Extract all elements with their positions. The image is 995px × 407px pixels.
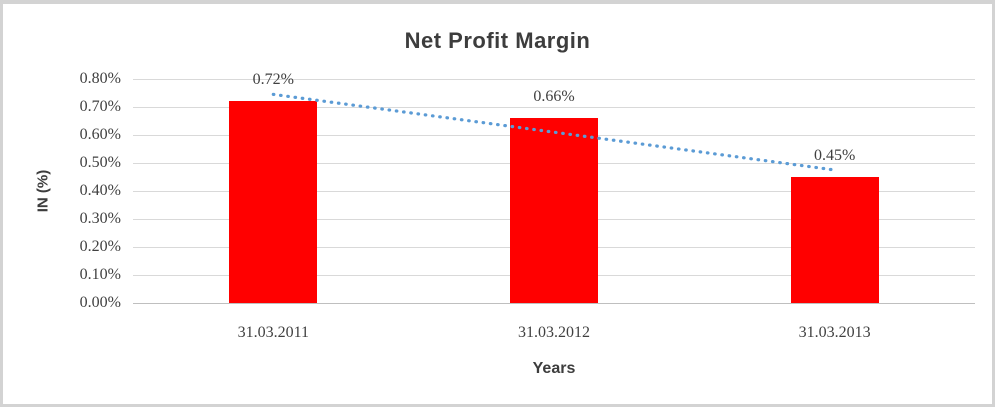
x-tick-label: 31.03.2013 [798, 324, 871, 341]
gridline [133, 79, 975, 80]
bar-value-label: 0.45% [813, 147, 856, 164]
y-tick-label: 0.60% [79, 126, 121, 143]
y-tick-label: 0.80% [79, 70, 121, 87]
y-tick-label: 0.40% [79, 182, 121, 199]
x-axis-title: Years [532, 360, 576, 377]
bar-value-label: 0.72% [252, 71, 294, 89]
x-tick-label: 31.03.2012 [518, 324, 590, 341]
y-tick-label: 0.20% [79, 238, 121, 255]
plot-area: 0.80% 0.70% 0.60% 0.50% 0.40% 0.30% 0.20% 0.10%… [3, 4, 992, 404]
chart-title: Net Profit Margin [404, 28, 591, 53]
y-tick-label: 0.50% [79, 154, 121, 171]
x-axis-line [133, 303, 975, 304]
x-tick-label: 31.03.2011 [237, 324, 310, 341]
bar-31.03.2012[interactable] [510, 118, 598, 303]
y-tick-label: 0.10% [79, 266, 121, 283]
bar-value-label: 0.66% [533, 88, 575, 106]
bar-31.03.2011[interactable] [229, 101, 318, 303]
y-tick-label: 0.00% [79, 294, 121, 311]
y-tick-label: 0.30% [79, 210, 121, 227]
y-tick-label: 0.70% [79, 98, 121, 115]
bar-31.03.2013[interactable] [790, 177, 879, 303]
